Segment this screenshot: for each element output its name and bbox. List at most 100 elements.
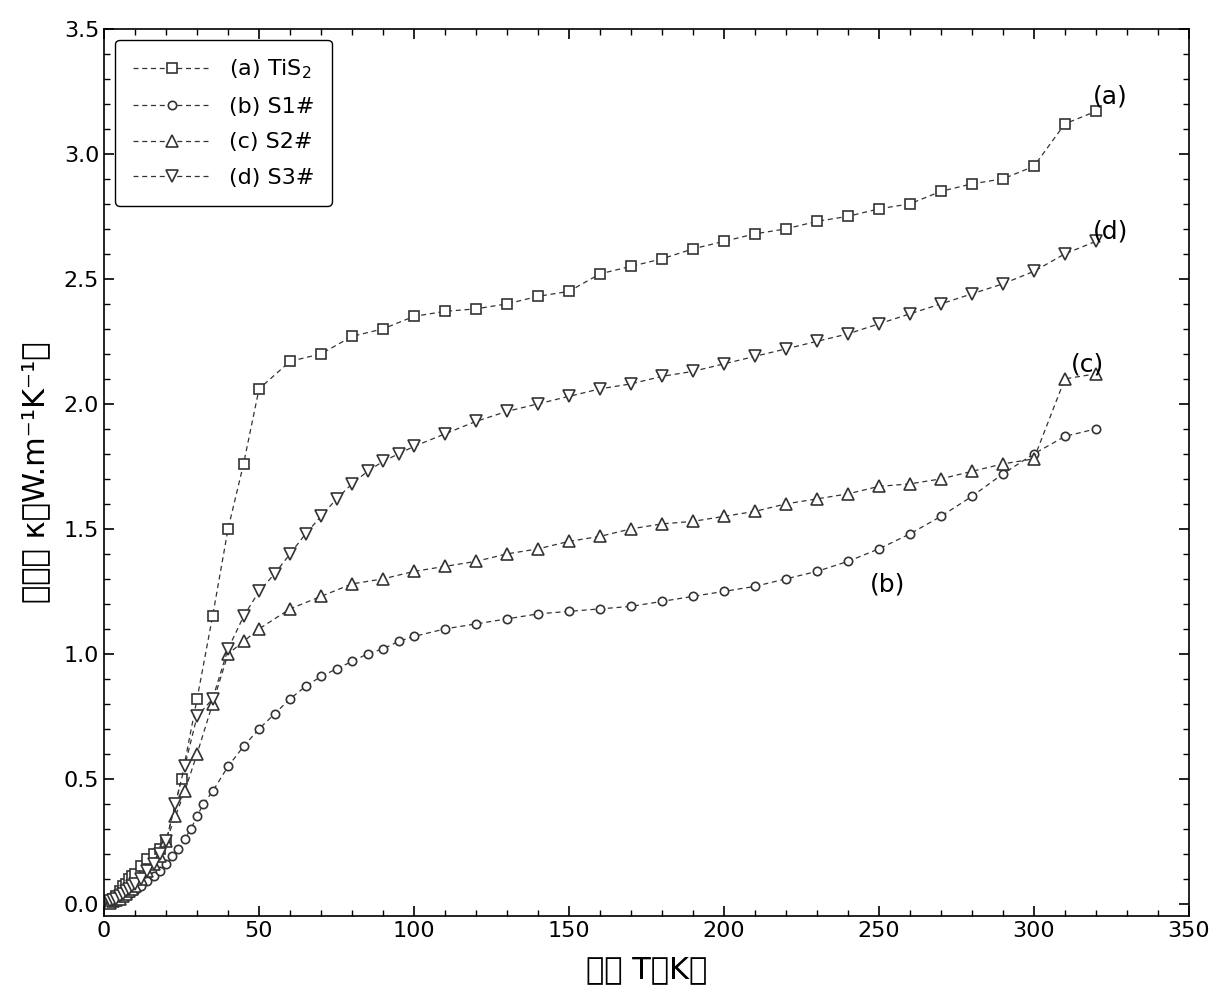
X-axis label: 温度 T（K）: 温度 T（K） — [586, 955, 707, 984]
(a) TiS$_2$ — [592, 267, 607, 279]
(a) TiS$_2$ — [103, 895, 118, 908]
(c) S2# — [236, 635, 251, 647]
(a) TiS$_2$ — [375, 323, 390, 335]
(c) S2# — [146, 858, 161, 870]
(c) S2# — [624, 523, 639, 535]
(c) S2# — [112, 892, 127, 905]
(a) TiS$_2$ — [1027, 161, 1041, 173]
(c) S2# — [106, 895, 121, 908]
Line: (a) TiS$_2$: (a) TiS$_2$ — [106, 107, 1101, 907]
Text: (c): (c) — [1071, 353, 1104, 376]
(a) TiS$_2$ — [106, 892, 121, 905]
(c) S2# — [1057, 373, 1072, 385]
(c) S2# — [778, 497, 793, 510]
(c) S2# — [103, 896, 118, 909]
(c) S2# — [686, 516, 700, 528]
(a) TiS$_2$ — [561, 285, 576, 297]
(a) TiS$_2$ — [122, 873, 137, 885]
(a) TiS$_2$ — [841, 210, 856, 222]
(a) TiS$_2$ — [438, 306, 453, 318]
(c) S2# — [177, 785, 192, 797]
(c) S2# — [118, 887, 133, 899]
(a) TiS$_2$ — [778, 223, 793, 235]
Text: (a): (a) — [1093, 84, 1128, 109]
Text: (b): (b) — [869, 573, 905, 596]
(a) TiS$_2$ — [902, 198, 917, 210]
(c) S2# — [933, 472, 948, 484]
(c) S2# — [561, 536, 576, 548]
(c) S2# — [965, 465, 980, 477]
(a) TiS$_2$ — [153, 843, 167, 855]
(d) S3# — [1088, 235, 1103, 247]
(a) TiS$_2$ — [469, 303, 484, 315]
(c) S2# — [872, 480, 886, 492]
(c) S2# — [592, 531, 607, 543]
(a) TiS$_2$ — [206, 610, 220, 622]
(a) TiS$_2$ — [159, 835, 174, 847]
(a) TiS$_2$ — [531, 290, 545, 303]
(a) TiS$_2$ — [174, 773, 188, 785]
(c) S2# — [716, 511, 731, 523]
(a) TiS$_2$ — [251, 383, 266, 395]
(d) S3# — [167, 798, 182, 810]
(c) S2# — [500, 548, 515, 560]
(c) S2# — [810, 492, 825, 505]
(a) TiS$_2$ — [112, 885, 127, 897]
(b) S1# — [500, 613, 515, 625]
(c) S2# — [110, 894, 124, 907]
(c) S2# — [1027, 453, 1041, 465]
(a) TiS$_2$ — [146, 848, 161, 860]
(c) S2# — [747, 506, 762, 518]
(d) S3# — [902, 308, 917, 320]
(c) S2# — [190, 748, 204, 760]
(c) S2# — [469, 556, 484, 568]
(d) S3# — [716, 358, 731, 370]
(c) S2# — [140, 865, 155, 877]
(b) S1# — [375, 643, 390, 655]
(a) TiS$_2$ — [345, 331, 359, 343]
(a) TiS$_2$ — [116, 880, 130, 892]
(a) TiS$_2$ — [810, 215, 825, 227]
(c) S2# — [314, 590, 329, 602]
(d) S3# — [438, 428, 453, 440]
(b) S1# — [438, 623, 453, 635]
(b) S1# — [103, 896, 118, 909]
(c) S2# — [902, 477, 917, 489]
(b) S1# — [686, 590, 700, 602]
(c) S2# — [122, 885, 137, 897]
(a) TiS$_2$ — [283, 356, 298, 368]
(a) TiS$_2$ — [190, 692, 204, 705]
(a) TiS$_2$ — [140, 853, 155, 865]
(a) TiS$_2$ — [134, 860, 149, 872]
(c) S2# — [124, 882, 139, 894]
(b) S1# — [206, 785, 220, 797]
(c) S2# — [438, 561, 453, 573]
Text: (d): (d) — [1093, 220, 1128, 244]
Line: (b) S1#: (b) S1# — [106, 425, 1101, 907]
(c) S2# — [345, 578, 359, 590]
Line: (c) S2#: (c) S2# — [105, 368, 1102, 909]
(a) TiS$_2$ — [655, 253, 670, 265]
(c) S2# — [153, 850, 167, 862]
(d) S3# — [500, 405, 515, 417]
(a) TiS$_2$ — [236, 458, 251, 470]
(c) S2# — [1088, 368, 1103, 380]
(a) TiS$_2$ — [933, 185, 948, 197]
(a) TiS$_2$ — [118, 878, 133, 890]
(a) TiS$_2$ — [406, 311, 421, 323]
(a) TiS$_2$ — [872, 203, 886, 215]
(d) S3# — [103, 895, 118, 908]
(a) TiS$_2$ — [314, 348, 329, 360]
(c) S2# — [996, 458, 1011, 470]
(c) S2# — [116, 890, 130, 902]
(c) S2# — [220, 648, 235, 660]
(c) S2# — [375, 573, 390, 585]
(c) S2# — [655, 518, 670, 530]
(a) TiS$_2$ — [220, 523, 235, 535]
(a) TiS$_2$ — [128, 868, 143, 880]
(a) TiS$_2$ — [624, 260, 639, 272]
(a) TiS$_2$ — [1057, 118, 1072, 130]
(c) S2# — [406, 566, 421, 578]
(b) S1# — [106, 895, 121, 908]
Legend: (a) TiS$_2$, (b) S1#, (c) S2#, (d) S3#: (a) TiS$_2$, (b) S1#, (c) S2#, (d) S3# — [116, 40, 332, 206]
